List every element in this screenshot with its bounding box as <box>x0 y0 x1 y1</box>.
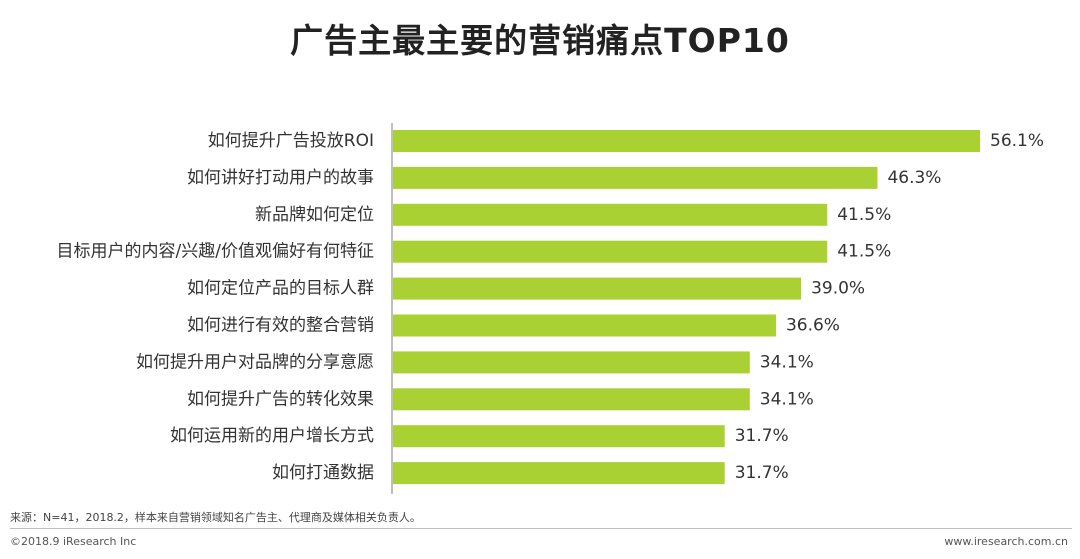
website-link[interactable]: www.iresearch.com.cn <box>944 535 1068 548</box>
category-label-7: 如何提升用户对品牌的分享意愿 <box>136 352 374 372</box>
bar-5 <box>393 277 802 300</box>
value-label-8: 34.1% <box>760 389 814 409</box>
source-note: 来源：N=41，2018.2，样本来自营销领域知名广告主、代理商及媒体相关负责人… <box>10 511 421 524</box>
bar-3 <box>393 203 828 226</box>
category-label-4: 目标用户的内容/兴趣/价值观偏好有何特征 <box>57 242 374 262</box>
bar-4 <box>393 240 828 263</box>
category-label-5: 如何定位产品的目标人群 <box>187 279 374 299</box>
category-label-6: 如何进行有效的整合营销 <box>187 316 374 336</box>
bar-chart: 如何提升广告投放ROI 56.1% 如何讲好打动用户的故事 46.3% 新品牌如何定位 4… <box>57 123 1044 494</box>
category-label-3: 新品牌如何定位 <box>255 205 374 225</box>
bar-10 <box>393 462 725 485</box>
value-label-1: 56.1% <box>990 131 1044 151</box>
bar-2 <box>393 166 878 189</box>
value-label-2: 46.3% <box>887 168 941 188</box>
copyright-text: ©2018.9 iResearch Inc <box>10 535 137 548</box>
bar-7 <box>393 351 750 374</box>
category-label-1: 如何提升广告投放ROI <box>208 131 374 151</box>
chart-title: 广告主最主要的营销痛点TOP10 <box>290 21 790 60</box>
category-label-9: 如何运用新的用户增长方式 <box>170 426 374 446</box>
value-label-3: 41.5% <box>837 205 891 225</box>
value-label-6: 36.6% <box>786 316 840 336</box>
value-label-9: 31.7% <box>735 426 789 446</box>
value-label-10: 31.7% <box>735 463 789 483</box>
value-label-4: 41.5% <box>837 242 891 262</box>
value-label-5: 39.0% <box>811 279 865 299</box>
footer-divider <box>10 528 1072 529</box>
category-label-2: 如何讲好打动用户的故事 <box>187 168 374 188</box>
category-label-8: 如何提升广告的转化效果 <box>187 389 374 409</box>
value-label-7: 34.1% <box>760 352 814 372</box>
bar-1 <box>393 130 980 152</box>
category-label-10: 如何打通数据 <box>272 463 374 483</box>
bar-6 <box>393 314 776 337</box>
bar-8 <box>393 388 750 411</box>
bar-9 <box>393 425 725 448</box>
